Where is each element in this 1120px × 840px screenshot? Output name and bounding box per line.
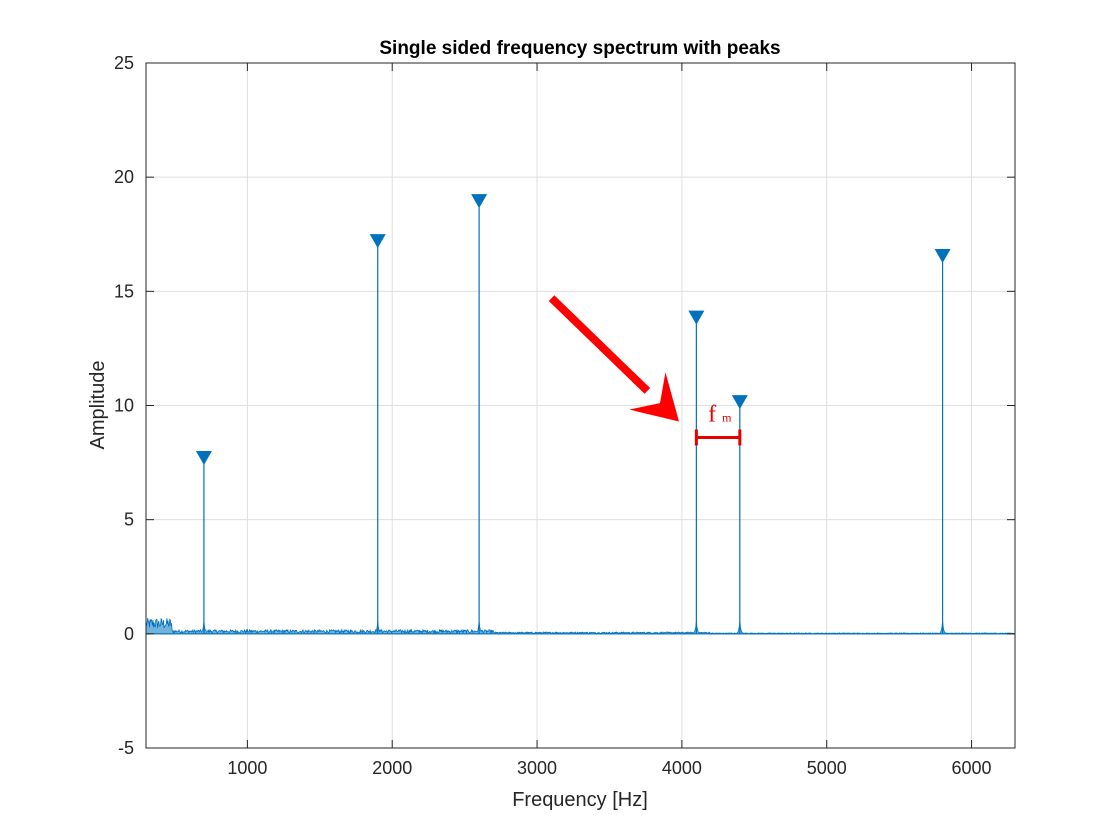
red-arrow-shaft — [548, 295, 651, 394]
y-tick-label: 10 — [114, 396, 134, 416]
x-axis-label: Frequency [Hz] — [512, 789, 648, 811]
x-tick-label: 4000 — [662, 758, 702, 778]
y-axis-ticks: -5 0 5 10 15 20 25 — [114, 53, 1015, 758]
y-axis-label: Amplitude — [87, 361, 109, 450]
y-tick-label: 25 — [114, 53, 134, 73]
chart-title: Single sided frequency spectrum with pea… — [379, 38, 780, 59]
peak-marker — [369, 234, 386, 249]
x-tick-label: 3000 — [517, 758, 557, 778]
x-tick-label: 6000 — [952, 758, 992, 778]
peak-marker — [471, 194, 488, 209]
interval-label: f — [708, 401, 716, 427]
peak-marker — [934, 248, 951, 263]
y-tick-label: 5 — [124, 510, 134, 530]
peak-markers — [195, 194, 951, 466]
peak-marker — [688, 310, 705, 325]
red-arrow-head — [629, 372, 679, 422]
peak-marker — [731, 395, 748, 410]
peak-marker — [195, 451, 212, 466]
x-tick-label: 2000 — [372, 758, 412, 778]
interval-label-subscript: m — [722, 410, 732, 424]
y-tick-label: 20 — [114, 167, 134, 187]
x-tick-label: 1000 — [227, 758, 267, 778]
y-tick-label: 15 — [114, 281, 134, 301]
x-tick-label: 5000 — [807, 758, 847, 778]
spectrum-series — [145, 201, 1016, 635]
y-tick-label: 0 — [124, 624, 134, 644]
x-axis-ticks: 1000 2000 3000 4000 5000 6000 — [227, 63, 992, 778]
y-tick-label: -5 — [118, 738, 134, 758]
